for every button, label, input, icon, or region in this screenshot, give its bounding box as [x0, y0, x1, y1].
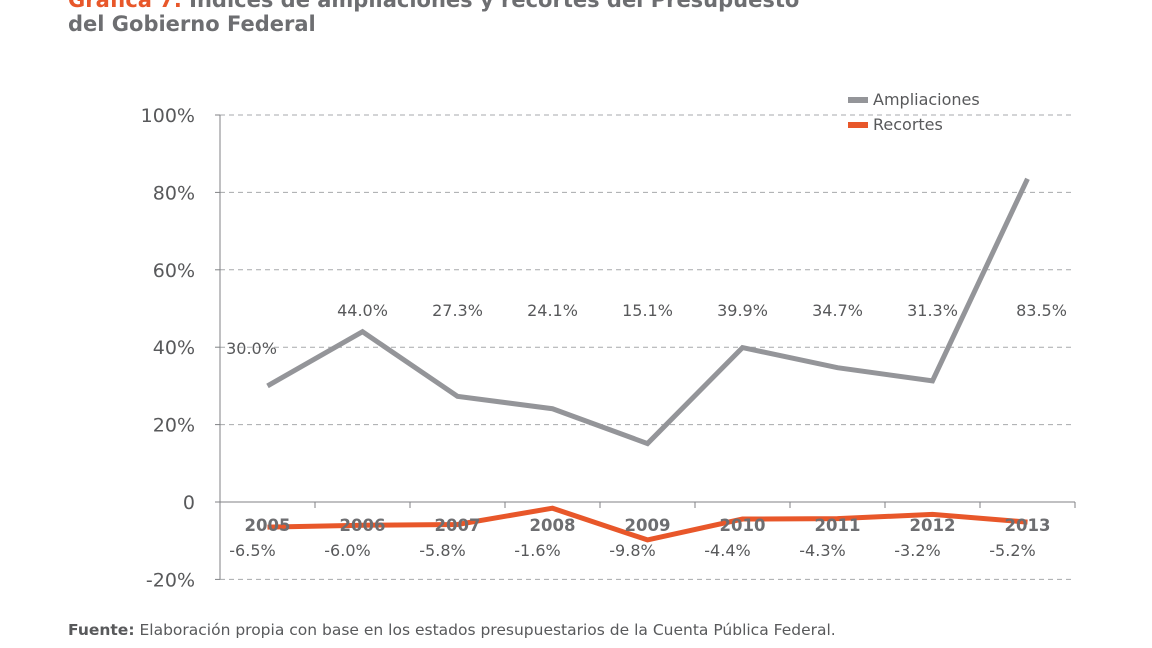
y-tick-label: 20%	[153, 415, 195, 437]
x-category-label: 2008	[530, 516, 576, 535]
y-tick-label: 80%	[153, 182, 195, 204]
data-label-ampliaciones: 30.0%	[226, 339, 277, 358]
y-tick-label: 100%	[141, 105, 195, 127]
data-label-recortes: -3.2%	[894, 541, 940, 560]
data-label-recortes: -6.0%	[324, 541, 370, 560]
data-label-recortes: -6.5%	[229, 541, 275, 560]
chart-title: Gráfica 7. Índices de ampliaciones y rec…	[68, 0, 799, 36]
source-label: Fuente:	[68, 621, 135, 639]
y-tick-label: -20%	[146, 569, 195, 591]
source-text: Elaboración propia con base en los estad…	[139, 621, 836, 639]
title-line-2: del Gobierno Federal	[68, 12, 316, 36]
data-label-ampliaciones: 39.9%	[717, 301, 768, 320]
x-category-label: 2012	[910, 516, 956, 535]
data-label-ampliaciones: 15.1%	[622, 301, 673, 320]
x-category-label: 2009	[625, 516, 671, 535]
data-label-recortes: -1.6%	[514, 541, 560, 560]
data-label-ampliaciones: 34.7%	[812, 301, 863, 320]
legend-swatch-recortes	[848, 122, 868, 128]
data-label-ampliaciones: 44.0%	[337, 301, 388, 320]
data-label-recortes: -9.8%	[609, 541, 655, 560]
x-category-label: 2005	[245, 516, 291, 535]
series-line-ampliaciones	[266, 177, 1030, 447]
y-tick-label: 40%	[153, 337, 195, 359]
figure-number: Gráfica 7.	[68, 0, 182, 12]
data-label-ampliaciones: 27.3%	[432, 301, 483, 320]
y-tick-label: 60%	[153, 260, 195, 282]
legend-swatch-ampliaciones	[848, 97, 868, 103]
title-line-1: Índices de ampliaciones y recortes del P…	[189, 0, 800, 12]
legend-label-recortes: Recortes	[873, 115, 943, 134]
data-label-ampliaciones: 24.1%	[527, 301, 578, 320]
x-category-label: 2010	[720, 516, 766, 535]
data-label-recortes: -4.4%	[704, 541, 750, 560]
legend-label-ampliaciones: Ampliaciones	[873, 90, 980, 109]
series-line-recortes	[267, 505, 1028, 543]
x-category-label: 2006	[340, 516, 386, 535]
data-label-ampliaciones: 31.3%	[907, 301, 958, 320]
data-label-recortes: -5.8%	[419, 541, 465, 560]
data-label-ampliaciones: 83.5%	[1016, 301, 1067, 320]
source-note: Fuente: Elaboración propia con base en l…	[68, 621, 836, 639]
data-label-recortes: -5.2%	[989, 541, 1035, 560]
x-category-label: 2013	[1005, 516, 1051, 535]
x-category-label: 2007	[435, 516, 481, 535]
y-tick-label: 0	[183, 492, 195, 514]
x-category-label: 2011	[815, 516, 861, 535]
data-label-recortes: -4.3%	[799, 541, 845, 560]
